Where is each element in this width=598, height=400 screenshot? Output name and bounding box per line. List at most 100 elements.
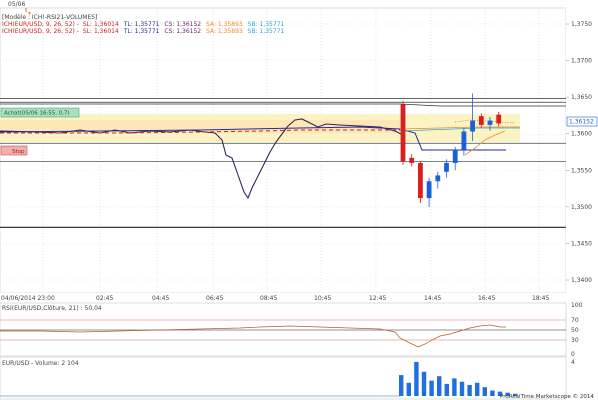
volume-bar — [429, 380, 434, 396]
rsi-axis-70: 70 — [571, 317, 579, 324]
volume-axis-label: 4 — [571, 359, 575, 366]
stop-tag-box — [0, 145, 28, 156]
price-tick-label: 1,3600 — [571, 131, 592, 138]
candle-down — [478, 116, 484, 125]
time-tick-label: 14:45 — [424, 295, 441, 302]
volume-panel — [0, 356, 567, 400]
rsi-label: RSI(EUR/USD,Clôture, 21) : 50,04 — [2, 305, 102, 312]
time-tick-label: 04/06/2014 23:00 — [1, 295, 55, 302]
candle-up — [452, 149, 458, 163]
ich-legend-2-sl: SL: 1,36014 — [83, 28, 119, 35]
rsi-panel — [0, 302, 567, 357]
price-tick-label: 1,3750 — [571, 21, 592, 28]
ich-legend-1-tl: TL: 1,35771 — [123, 21, 160, 28]
volume-bar — [475, 382, 480, 396]
volume-bar — [399, 375, 404, 396]
date-marker-arrow-icon — [28, 12, 31, 15]
candle-up — [470, 120, 475, 132]
price-tick-label: 1,3550 — [571, 167, 592, 174]
tenkan-sen-line — [0, 129, 400, 134]
rsi-axis-100: 100 — [571, 302, 583, 309]
candle-up — [444, 162, 449, 172]
last-price-box — [566, 116, 598, 127]
rsi-axis-50: 50 — [571, 327, 579, 334]
price-axis — [566, 8, 598, 293]
volume-bar — [406, 382, 411, 396]
rsi-axis: 100 70 50 30 0 — [571, 302, 583, 358]
volume-bar — [459, 381, 465, 396]
time-tick-label: 12:45 — [369, 295, 386, 302]
price-tick-label: 1,3400 — [571, 277, 592, 284]
volume-bar — [482, 387, 487, 396]
senkou-a-line — [399, 126, 520, 130]
time-tick-label: 06:45 — [206, 295, 223, 302]
vertical-grid — [42, 8, 540, 293]
ich-legend-line-2: ICH(EUR/USD, 9, 26, 52) - SL: 1,36014 TL… — [2, 28, 284, 35]
candle-up — [487, 120, 493, 125]
ich-legend-2-sa: SA: 1,35893 — [206, 28, 243, 35]
date-marker: 05/06 — [8, 1, 25, 8]
volume-bar — [437, 376, 442, 396]
time-tick-label: 18:45 — [532, 295, 549, 302]
stop-tag: Stop — [12, 149, 25, 155]
price-tick-label: 1,3650 — [571, 94, 592, 101]
volume-bars — [399, 361, 518, 396]
ich-legend-1-cs: CS: 1,36152 — [164, 21, 201, 28]
ich-legend-2-tl: TL: 1,35771 — [123, 28, 160, 35]
volume-bar — [513, 393, 518, 396]
candles — [400, 93, 502, 207]
price-axis-ticks: 1,3750 1,3700 1,3650 1,3600 1,3550 1,3500 1,34… — [566, 21, 592, 284]
buy-tag-box — [0, 107, 80, 118]
candle-down — [400, 104, 406, 162]
cloud-inner-band — [0, 120, 400, 133]
volume-bar — [421, 371, 427, 396]
buy-tag: Achat(05/06 16:55, 0,7) — [4, 111, 70, 117]
rsi-axis-0: 0 — [571, 351, 575, 358]
current-price-dotted — [454, 119, 516, 124]
kijun-sen-line — [0, 126, 506, 151]
ich-legend-1-prefix: ICH(EUR/USD, 9, 26, 52) - — [2, 21, 79, 28]
candle-down — [418, 162, 423, 199]
candle-down — [496, 114, 502, 124]
copyright: ProRealTime Marketscope © 2014 — [500, 393, 594, 400]
candle-up — [435, 175, 441, 182]
time-tick-label: 08:45 — [260, 295, 277, 302]
candle-up — [426, 181, 432, 199]
senkou-b-line — [399, 127, 520, 132]
ich-legend-2-sb: SB: 1,35771 — [248, 28, 285, 35]
ich-legend-1-sl: SL: 1,36014 — [83, 21, 119, 28]
ich-legend-1-sa: SA: 1,35893 — [206, 21, 243, 28]
model-label: [Modèle : ICH!-RSI21-VOLUMES] — [2, 14, 97, 21]
price-tick-label: 1,3450 — [571, 240, 592, 247]
time-tick-label: 10:45 — [314, 295, 331, 302]
price-tick-label: 1,3700 — [571, 58, 592, 65]
price-tick-label: 1,3500 — [571, 204, 592, 211]
volume-bar — [505, 392, 510, 396]
volume-bar — [452, 378, 457, 396]
time-axis — [0, 293, 598, 302]
horizontal-levels — [0, 98, 566, 228]
volume-bar — [467, 385, 472, 396]
volume-bar — [444, 383, 449, 396]
volume-bar — [490, 390, 495, 396]
rsi-axis-30: 30 — [571, 337, 579, 344]
time-tick-label: 16:45 — [478, 295, 495, 302]
ich-legend-2-cs: CS: 1,36152 — [164, 28, 201, 35]
rsi-line — [0, 324, 506, 348]
volume-bar — [414, 361, 419, 396]
chikou-span-line — [0, 118, 404, 200]
volume-label: EUR/USD - Volume: 2 104 — [2, 360, 79, 367]
time-axis-ticks: 04/06/2014 23:00 02:45 04:45 06:45 08:45 10:4… — [1, 295, 549, 302]
time-tick-label: 02:45 — [96, 295, 113, 302]
senkou-a-projection — [464, 130, 506, 156]
candle-up — [461, 131, 467, 150]
ich-legend-2-prefix: ICH(EUR/USD, 9, 26, 52) - — [2, 28, 79, 35]
ich-legend-1-sb: SB: 1,35771 — [248, 21, 285, 28]
resistance-curve — [0, 103, 566, 107]
time-tick-label: 04:45 — [152, 295, 169, 302]
ich-legend-line-1: ICH(EUR/USD, 9, 26, 52) - SL: 1,36014 TL… — [2, 21, 284, 28]
last-price: 1,36152 — [569, 119, 594, 126]
volume-bar — [497, 391, 503, 396]
candle-down — [409, 157, 415, 163]
